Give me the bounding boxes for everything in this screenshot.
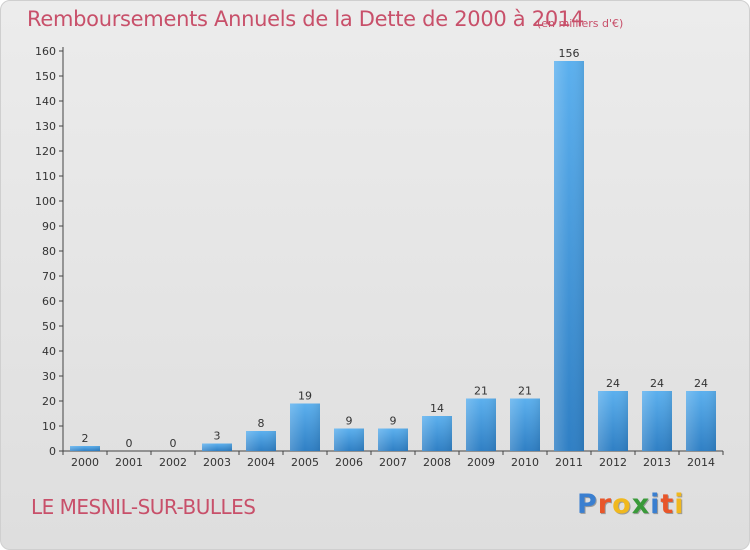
x-tick-label: 2005	[291, 456, 319, 469]
logo-letter: o	[612, 489, 632, 520]
bar-shading	[598, 391, 628, 451]
chart-subtitle: (en milliers d'€)	[537, 17, 624, 30]
data-label: 21	[518, 385, 532, 398]
y-tick-label: 80	[42, 245, 56, 258]
y-tick-label: 110	[35, 170, 56, 183]
x-tick-label: 2007	[379, 456, 407, 469]
bar-shading	[334, 428, 364, 451]
data-label: 24	[694, 377, 708, 390]
y-tick-label: 30	[42, 370, 56, 383]
logo-letter: t	[660, 489, 675, 520]
data-label: 8	[258, 417, 265, 430]
x-tick-label: 2014	[687, 456, 715, 469]
bars	[70, 61, 716, 451]
y-tick-label: 90	[42, 220, 56, 233]
x-tick-label: 2001	[115, 456, 143, 469]
x-tick-label: 2009	[467, 456, 495, 469]
bar-shading	[246, 431, 276, 451]
y-tick-label: 130	[35, 120, 56, 133]
data-label: 21	[474, 385, 488, 398]
y-tick-label: 20	[42, 395, 56, 408]
bar-shading	[70, 446, 100, 451]
bar-shading	[554, 61, 584, 451]
x-tick-label: 2008	[423, 456, 451, 469]
proxiti-logo: Proxiti	[577, 489, 685, 520]
data-label: 0	[170, 437, 177, 450]
logo-letter: i	[674, 489, 685, 520]
logo-letter: i	[650, 489, 661, 520]
chart-title: Remboursements Annuels de la Dette de 20…	[27, 7, 584, 31]
commune-name: LE MESNIL-SUR-BULLES	[31, 495, 256, 519]
y-tick-label: 70	[42, 270, 56, 283]
x-tick-label: 2000	[71, 456, 99, 469]
y-tick-label: 120	[35, 145, 56, 158]
data-label: 9	[346, 415, 353, 428]
bar-shading	[686, 391, 716, 451]
data-label: 156	[559, 47, 580, 60]
logo-letter: x	[631, 489, 651, 520]
y-tick-label: 100	[35, 195, 56, 208]
bar-shading	[422, 416, 452, 451]
logo-letter: P	[577, 489, 598, 520]
y-tick-label: 50	[42, 320, 56, 333]
bar-shading	[202, 443, 232, 451]
x-tick-label: 2011	[555, 456, 583, 469]
y-tick-label: 140	[35, 95, 56, 108]
logo-letter: r	[597, 489, 613, 520]
x-tick-label: 2010	[511, 456, 539, 469]
axes: 0102030405060708090100110120130140150160…	[35, 45, 724, 469]
data-label: 19	[298, 390, 312, 403]
bar-shading	[378, 428, 408, 451]
x-tick-label: 2013	[643, 456, 671, 469]
data-label: 24	[606, 377, 620, 390]
data-label: 9	[390, 415, 397, 428]
bar-shading	[466, 398, 496, 451]
bar-shading	[290, 403, 320, 451]
bar-shading	[510, 398, 540, 451]
y-tick-label: 160	[35, 45, 56, 58]
x-tick-label: 2006	[335, 456, 363, 469]
y-tick-label: 150	[35, 70, 56, 83]
y-tick-label: 0	[49, 445, 56, 458]
data-label: 3	[214, 430, 221, 443]
y-tick-label: 10	[42, 420, 56, 433]
x-tick-label: 2004	[247, 456, 275, 469]
x-tick-label: 2003	[203, 456, 231, 469]
data-label: 2	[82, 432, 89, 445]
data-label: 14	[430, 402, 444, 415]
x-tick-label: 2012	[599, 456, 627, 469]
y-tick-label: 60	[42, 295, 56, 308]
value-labels: 2 0 0 3 8 19 9 9 14 21 21 156 24 24 24	[82, 47, 709, 450]
data-label: 0	[126, 437, 133, 450]
data-label: 24	[650, 377, 664, 390]
x-tick-label: 2002	[159, 456, 187, 469]
bar-shading	[642, 391, 672, 451]
y-tick-label: 40	[42, 345, 56, 358]
